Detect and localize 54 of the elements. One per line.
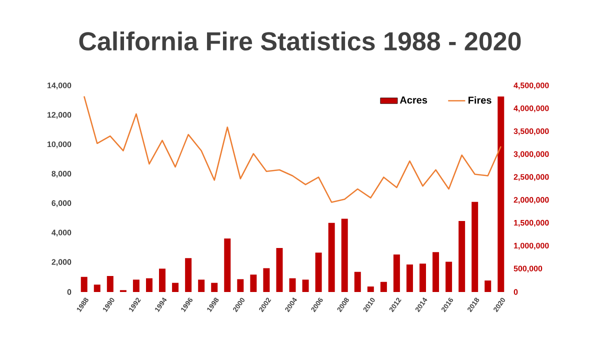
bar — [289, 278, 296, 292]
y2-tick-label: 3,500,000 — [514, 128, 549, 136]
y-tick-label: 4,000 — [52, 230, 72, 237]
bar — [211, 282, 218, 292]
y2-tick-label: 4,500,000 — [514, 82, 549, 90]
line-series — [83, 96, 502, 203]
y-tick-label: 2,000 — [52, 259, 72, 266]
y-tick-label: 6,000 — [52, 200, 72, 208]
bar — [328, 222, 335, 292]
bar — [250, 274, 257, 292]
bar — [458, 221, 466, 292]
y2-tick-label: 1,500,000 — [514, 220, 549, 227]
y-tick-label: 10,000 — [48, 141, 72, 148]
bar — [224, 238, 231, 292]
bar — [406, 264, 413, 292]
y2-tick-label: 1,000,000 — [514, 242, 549, 250]
y-tick-label: 8,000 — [52, 170, 72, 178]
bar — [484, 280, 492, 292]
bar — [315, 252, 322, 292]
bar — [237, 279, 244, 292]
bar — [354, 272, 361, 292]
y-tick-label: 14,000 — [48, 82, 72, 90]
bar — [419, 264, 426, 292]
bar — [94, 284, 100, 292]
bar — [146, 278, 152, 292]
legend-label: Acres — [400, 96, 428, 104]
y2-tick-label: 2,500,000 — [514, 174, 549, 181]
y2-tick-label: 3,000,000 — [514, 151, 549, 158]
bar — [367, 286, 374, 292]
y2-tick-label: 4,000,000 — [514, 105, 549, 112]
y2-tick-label: 2,000,000 — [514, 197, 549, 204]
bar — [380, 282, 387, 292]
legend-label: Fires — [468, 96, 492, 104]
bar — [446, 262, 452, 292]
bar — [393, 254, 400, 292]
bar — [341, 218, 348, 292]
bar — [302, 280, 309, 292]
bar — [132, 280, 140, 292]
bar — [159, 268, 166, 292]
bar — [432, 252, 440, 292]
bar — [80, 276, 88, 292]
bar — [198, 280, 205, 292]
chart-title: California Fire Statistics 1988 - 2020 — [79, 31, 521, 51]
bar — [498, 96, 504, 292]
bar — [276, 248, 283, 292]
bar — [106, 276, 114, 292]
y2-tick-label: 500,000 — [514, 266, 542, 273]
bar — [185, 258, 192, 292]
y2-tick-label: 0 — [514, 289, 518, 295]
y-tick-label: 12,000 — [48, 112, 72, 119]
bar — [172, 282, 179, 292]
y-tick-label: 0 — [67, 289, 72, 295]
bar — [263, 268, 270, 292]
bar — [472, 202, 478, 292]
